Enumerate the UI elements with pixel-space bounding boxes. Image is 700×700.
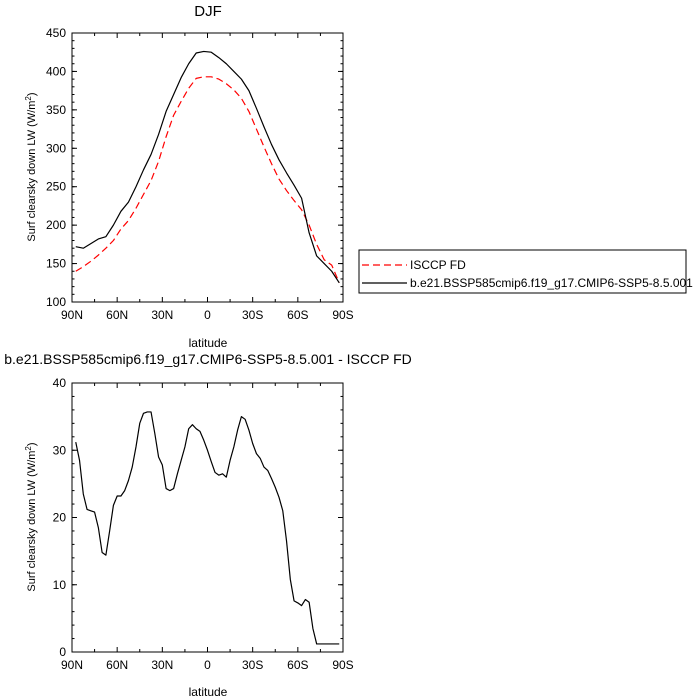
- bottom-y-tick-label: 10: [53, 578, 67, 592]
- top-x-tick-label: 30N: [151, 308, 173, 322]
- top-series-line-0: [75, 76, 340, 284]
- top-y-tick-label: 200: [46, 218, 66, 232]
- bottom-y-axis-label: Surf clearsky down LW (W/m2): [24, 442, 38, 591]
- top-y-tick-label: 250: [46, 180, 66, 194]
- bottom-chart-title: b.e21.BSSP585cmip6.f19_g17.CMIP6-SSP5-8.…: [4, 351, 412, 367]
- top-y-tick-label: 100: [46, 295, 66, 309]
- top-chart-title: DJF: [194, 3, 222, 20]
- bottom-plot-frame: [71, 382, 344, 653]
- bottom-axis-ticks: [71, 382, 344, 653]
- top-x-tick-label: 60S: [287, 308, 308, 322]
- bottom-y-tick-label: 40: [53, 376, 67, 390]
- bottom-x-tick-label: 60N: [106, 658, 128, 672]
- bottom-x-tick-label: 0: [204, 658, 211, 672]
- bottom-y-tick-label: 20: [53, 511, 67, 525]
- bottom-x-tick-label: 90S: [332, 658, 353, 672]
- top-series-group: [75, 50, 340, 284]
- bottom-x-tick-label: 30S: [242, 658, 263, 672]
- legend-box: [358, 249, 687, 294]
- bottom-x-tick-labels: 90N 60N 30N 0 30S 60S 90S: [61, 658, 354, 672]
- top-x-tick-labels: 90N 60N 30N 0 30S 60S 90S: [61, 308, 354, 322]
- legend-label-isccp: ISCCP FD: [410, 258, 466, 272]
- legend-label-model: b.e21.BSSP585cmip6.f19_g17.CMIP6-SSP5-8.…: [410, 276, 693, 290]
- top-y-tick-label: 350: [46, 103, 66, 117]
- top-axis-ticks: [71, 32, 344, 303]
- bottom-panel: b.e21.BSSP585cmip6.f19_g17.CMIP6-SSP5-8.…: [4, 351, 412, 699]
- top-y-tick-label: 150: [46, 257, 66, 271]
- top-series-line-1: [75, 50, 340, 284]
- top-y-tick-label: 450: [46, 26, 66, 40]
- bottom-x-axis-label: latitude: [189, 685, 228, 699]
- legend: ISCCP FD b.e21.BSSP585cmip6.f19_g17.CMIP…: [358, 249, 693, 294]
- top-panel: DJF 90N 60N 30N 0 30S 60S 90S 100 150 200 250 300 3…: [24, 3, 354, 350]
- bottom-y-tick-label: 30: [53, 443, 67, 457]
- top-x-tick-label: 90N: [61, 308, 83, 322]
- top-x-tick-label: 0: [204, 308, 211, 322]
- top-x-tick-label: 30S: [242, 308, 263, 322]
- top-y-tick-labels: 100 150 200 250 300 350 400 450: [46, 26, 66, 309]
- bottom-x-tick-label: 60S: [287, 658, 308, 672]
- top-y-tick-label: 300: [46, 141, 66, 155]
- bottom-y-tick-labels: 0 10 20 30 40: [53, 376, 67, 659]
- top-y-tick-label: 400: [46, 64, 66, 78]
- bottom-y-tick-label: 0: [59, 645, 66, 659]
- top-x-tick-label: 60N: [106, 308, 128, 322]
- bottom-series-group: [75, 411, 340, 645]
- top-x-axis-label: latitude: [189, 336, 228, 350]
- top-x-tick-label: 90S: [332, 308, 353, 322]
- bottom-x-tick-label: 90N: [61, 658, 83, 672]
- bottom-series-line-0: [75, 411, 340, 645]
- bottom-x-tick-label: 30N: [151, 658, 173, 672]
- top-y-axis-label: Surf clearsky down LW (W/m2): [24, 92, 38, 241]
- top-plot-frame: [71, 32, 344, 303]
